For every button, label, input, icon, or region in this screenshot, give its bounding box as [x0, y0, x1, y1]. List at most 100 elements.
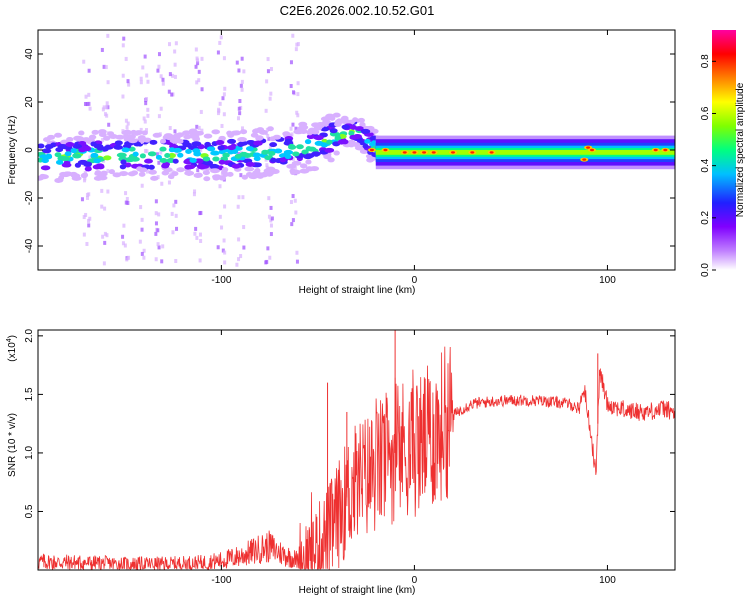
- spectrogram-blob: [217, 145, 225, 151]
- spectrogram-speckle: [87, 192, 91, 197]
- spectrogram-blob: [182, 130, 192, 136]
- colorbar-gradient: [712, 30, 736, 270]
- spectrogram-blob: [169, 143, 178, 149]
- spectrogram-y-tick-label: 0: [24, 147, 35, 153]
- spectrogram-speckle: [193, 231, 197, 236]
- spectrogram-speckle: [124, 191, 128, 196]
- spectrogram-speckle: [270, 216, 274, 221]
- spectrogram-peak: [422, 151, 427, 154]
- spectrogram-speckle: [122, 223, 126, 228]
- spectrogram-speckle: [269, 205, 273, 210]
- spectrogram-speckle: [142, 255, 146, 260]
- spectrogram-speckle: [220, 225, 224, 230]
- spectrogram-peak: [451, 151, 456, 154]
- spectrogram-blob: [305, 166, 313, 172]
- spectrogram-blob: [357, 117, 365, 123]
- snr-x-tick-label: 0: [412, 575, 418, 586]
- spectrogram-blob: [120, 159, 127, 165]
- spectrogram-speckle: [104, 65, 108, 70]
- spectrogram-speckle: [296, 92, 300, 97]
- spectrogram-speckle: [240, 87, 244, 92]
- spectrogram-blob: [115, 134, 125, 140]
- spectrogram-blob: [118, 171, 129, 177]
- spectrogram-speckle: [121, 43, 125, 48]
- spectrogram-blob: [136, 166, 143, 172]
- spectrogram-blob: [313, 135, 324, 141]
- spectrogram-speckle: [87, 223, 91, 228]
- snr-x-tick-label: -100: [211, 575, 231, 586]
- spectrogram-speckle: [106, 33, 110, 38]
- snr-marks: [38, 330, 675, 570]
- spectrogram-y-tick-label: -20: [24, 190, 35, 205]
- spectrogram-speckle: [140, 217, 144, 222]
- spectrogram-blob: [39, 173, 47, 179]
- spectrogram-speckle: [199, 148, 203, 153]
- spectrogram-blob: [192, 136, 201, 142]
- spectrogram-speckle: [199, 109, 203, 114]
- spectrogram-blob: [322, 116, 330, 122]
- spectrogram-speckle: [173, 62, 177, 67]
- spectrogram-blob: [172, 147, 183, 153]
- spectrogram-y-tick-label: -40: [24, 238, 35, 253]
- spectrogram-blob: [177, 152, 184, 158]
- spectrogram-blob: [164, 153, 171, 159]
- spectrogram-speckle: [143, 148, 147, 153]
- spectrogram-blob: [231, 149, 239, 155]
- spectrogram-blob: [93, 158, 101, 164]
- spectrogram-speckle: [264, 108, 268, 113]
- colorbar-tick-label: 0.4: [700, 158, 711, 172]
- spectrogram-speckle: [154, 257, 158, 262]
- spectrogram-blob: [364, 138, 371, 144]
- spectrogram-speckle: [267, 196, 271, 201]
- spectrogram-speckle: [146, 113, 150, 118]
- spectrogram-blob: [202, 170, 210, 176]
- spectrogram-speckle: [239, 83, 243, 88]
- spectrogram-speckle: [145, 169, 149, 174]
- spectrogram-speckle: [168, 42, 172, 47]
- spectrogram-blob: [311, 151, 321, 157]
- spectrogram-speckle: [145, 128, 149, 133]
- spectrogram-blob: [270, 157, 277, 163]
- spectrogram-speckle: [174, 199, 178, 204]
- spectrogram-blob: [41, 158, 49, 164]
- spectrogram-blob: [88, 134, 97, 140]
- spectrogram-blob: [231, 163, 241, 169]
- spectrogram-speckle: [237, 195, 241, 200]
- spectrogram-speckle: [266, 57, 270, 62]
- spectrogram-blob: [177, 138, 184, 144]
- spectrogram-speckle: [161, 77, 165, 82]
- spectrogram-blob: [114, 140, 123, 146]
- spectrogram-peak: [412, 151, 417, 154]
- spectrogram-speckle: [289, 60, 293, 65]
- spectrogram-speckle: [237, 257, 241, 262]
- snr-y-label: SNR (10 * v/v): [7, 413, 18, 477]
- colorbar-ticks: 0.0 0.2 0.4 0.6 0.8: [700, 54, 716, 277]
- spectrogram-speckle: [294, 47, 298, 52]
- spectrogram-speckle: [82, 59, 86, 64]
- spectrogram-band: [375, 150, 675, 155]
- spectrogram-speckle: [269, 223, 273, 228]
- spectrogram-blob: [299, 163, 308, 169]
- spectrogram-speckle: [157, 114, 161, 119]
- spectrogram-speckle: [199, 238, 203, 243]
- spectrogram-blob: [227, 138, 237, 144]
- spectrogram-speckle: [267, 136, 271, 141]
- spectrogram-speckle: [197, 78, 201, 83]
- spectrogram-speckle: [139, 76, 143, 81]
- spectrogram-blob: [141, 130, 148, 136]
- spectrogram-blob: [314, 140, 324, 146]
- spectrogram-speckle: [107, 122, 111, 127]
- spectrogram-blob: [152, 132, 162, 138]
- spectrogram-speckle: [156, 228, 160, 233]
- chart-title: C2E6.2026.002.10.52.G01: [280, 3, 435, 18]
- spectrogram-speckle: [157, 160, 161, 165]
- spectrogram-speckle: [240, 79, 244, 84]
- spectrogram-speckle: [159, 106, 163, 111]
- spectrogram-speckle: [268, 96, 272, 101]
- spectrogram-speckle: [264, 260, 268, 265]
- spectrogram-blob: [333, 150, 340, 156]
- spectrogram-blob: [38, 143, 45, 149]
- spectrogram-speckle: [242, 245, 246, 250]
- spectrogram-speckle: [194, 226, 198, 231]
- spectrogram-speckle: [103, 231, 107, 236]
